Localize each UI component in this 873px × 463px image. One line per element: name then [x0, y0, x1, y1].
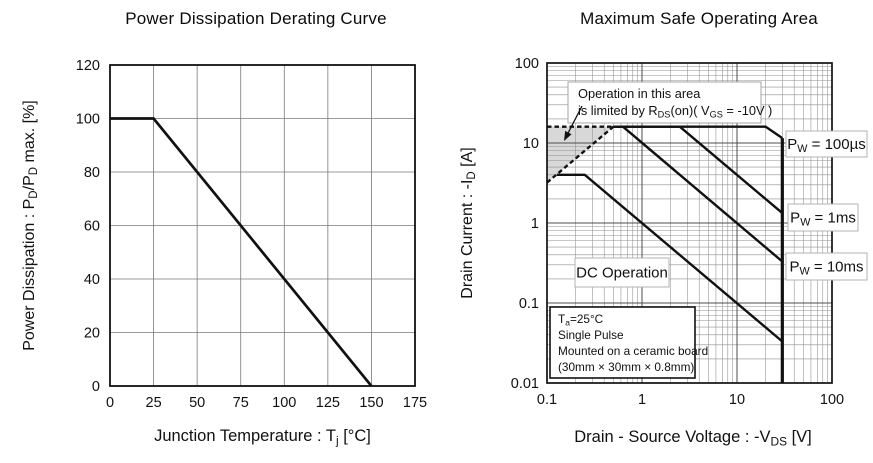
- dc-operation: [556, 173, 784, 343]
- svg-text:Ta=25°C: Ta=25°C: [558, 312, 604, 327]
- svg-text:0.1: 0.1: [519, 296, 539, 312]
- svg-text:10: 10: [729, 392, 745, 408]
- svg-text:75: 75: [233, 395, 249, 411]
- derating-chart-panel: Power Dissipation Derating Curve 0 25 50 75…: [21, 9, 427, 447]
- svg-text:0: 0: [106, 395, 114, 411]
- svg-text:0: 0: [92, 379, 100, 395]
- svg-text:Operation in this area: Operation in this area: [578, 86, 701, 101]
- derating-tick-labels: 0 25 50 75 100 125 150 175 0 20 40 60 80 100 120: [76, 58, 427, 411]
- svg-text:PW = 1ms: PW = 1ms: [790, 210, 856, 229]
- svg-text:100: 100: [76, 112, 100, 128]
- svg-text:0.1: 0.1: [537, 392, 557, 408]
- svg-text:125: 125: [316, 395, 340, 411]
- pw-10ms: [613, 125, 784, 263]
- derating-x-axis-label: Junction Temperature : Tj [°C]: [154, 427, 371, 447]
- svg-text:(30mm × 30mm × 0.8mm): (30mm × 30mm × 0.8mm): [558, 360, 694, 374]
- soa-annotation: Operation in this area is limited by RDS(…: [564, 81, 772, 141]
- svg-text:60: 60: [84, 219, 100, 235]
- svg-text:50: 50: [189, 395, 205, 411]
- annotation-arrowhead: [564, 130, 572, 141]
- derating-chart-title: Power Dissipation Derating Curve: [125, 9, 387, 28]
- svg-text:PW = 10ms: PW = 10ms: [790, 259, 864, 278]
- derating-plot-border: [109, 64, 416, 387]
- derating-line: [110, 117, 373, 387]
- svg-text:Mounted on a ceramic board: Mounted on a ceramic board: [558, 344, 708, 358]
- svg-text:175: 175: [403, 395, 427, 411]
- derating-y-axis-label: Power Dissipation : PD/PD max. [%]: [21, 100, 40, 351]
- pw-10ms-label: PW = 10ms: [785, 252, 868, 281]
- svg-text:10: 10: [523, 136, 539, 152]
- soa-x-axis-label: Drain - Source Voltage : -VDS [V]: [574, 428, 812, 448]
- derating-chart: 0 25 50 75 100 125 150 175 0 20 40 60 80 100 120 Juncti…: [21, 58, 427, 447]
- svg-text:40: 40: [84, 272, 100, 288]
- svg-text:is limited by RDS(on)( VGS = -: is limited by RDS(on)( VGS = -10V ): [578, 103, 772, 120]
- derating-grid: [109, 64, 416, 387]
- svg-text:100: 100: [272, 395, 296, 411]
- svg-text:PW = 100µs: PW = 100µs: [787, 136, 865, 155]
- pw-100us-label: PW = 100µs: [785, 130, 868, 158]
- pw-1ms: [613, 125, 784, 215]
- svg-text:150: 150: [359, 395, 383, 411]
- soa-chart-panel: Maximum Safe Operating Area 0.1 1 10 100 0.0…: [437, 0, 873, 463]
- svg-text:120: 120: [76, 58, 100, 74]
- pw-1ms-label: PW = 1ms: [787, 203, 859, 232]
- svg-text:20: 20: [84, 326, 100, 342]
- svg-text:100: 100: [820, 392, 844, 408]
- pw-100us: [613, 125, 784, 140]
- svg-text:25: 25: [146, 395, 162, 411]
- svg-text:100: 100: [515, 56, 539, 72]
- svg-text:DC Operation: DC Operation: [576, 265, 668, 282]
- soa-chart-title: Maximum Safe Operating Area: [580, 9, 818, 28]
- svg-text:0.01: 0.01: [511, 376, 539, 392]
- svg-text:80: 80: [84, 165, 100, 181]
- annotation-arrow: [566, 105, 583, 136]
- svg-text:1: 1: [638, 392, 646, 408]
- svg-text:Single Pulse: Single Pulse: [558, 328, 624, 342]
- rdson-limited-area: [547, 126, 614, 183]
- dc-operation-label: DC Operation: [574, 257, 670, 288]
- svg-text:1: 1: [531, 216, 539, 232]
- soa-y-axis-label: Drain Current : -ID [A]: [459, 147, 478, 298]
